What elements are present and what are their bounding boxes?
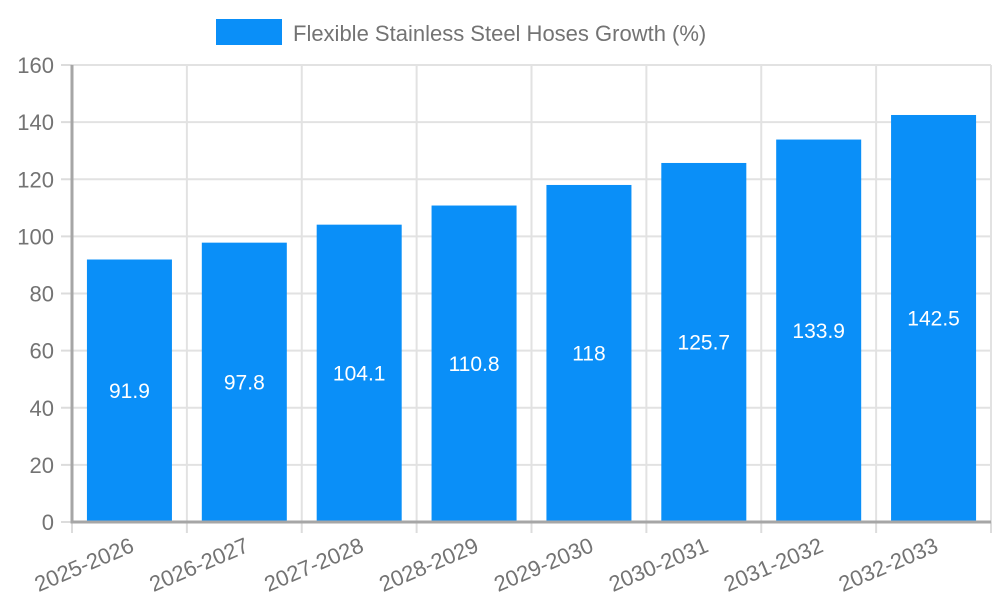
bar-value-label: 118: [572, 342, 605, 365]
bar: [776, 139, 862, 522]
bar: [431, 205, 517, 522]
legend-label: Flexible Stainless Steel Hoses Growth (%…: [293, 21, 706, 46]
bar: [661, 162, 747, 523]
y-tick-label: 160: [17, 53, 54, 78]
bar-value-label: 142.5: [907, 307, 960, 330]
y-tick-label: 0: [42, 510, 54, 535]
bar: [201, 242, 287, 522]
bar-value-label: 104.1: [333, 362, 386, 385]
axes: [70, 65, 991, 524]
bar: [891, 114, 977, 522]
bar: [546, 184, 632, 522]
y-tick-label: 120: [17, 167, 54, 192]
y-tick-label: 40: [30, 396, 54, 421]
x-tick-label: 2031-2032: [720, 533, 827, 597]
y-tick-label: 140: [17, 110, 54, 135]
bar-value-label: 91.9: [109, 380, 150, 403]
bar-value-label: 133.9: [792, 320, 845, 343]
bar-value-label: 97.8: [224, 371, 265, 394]
x-tick-label: 2028-2029: [375, 533, 482, 597]
x-tick-label: 2029-2030: [490, 533, 597, 597]
x-tick-label: 2027-2028: [261, 533, 368, 597]
bar-value-label: 125.7: [678, 331, 731, 354]
y-tick-label: 20: [30, 453, 54, 478]
x-tick-label: 2030-2031: [605, 533, 712, 597]
y-tick-label: 60: [30, 339, 54, 364]
bars: 91.9 97.8 104.1 110.8 118 125.7 133.9 142.5: [86, 114, 977, 523]
y-tick-label: 100: [17, 224, 54, 249]
y-tick-label: 80: [30, 282, 54, 307]
bar-value-label: 110.8: [449, 353, 500, 376]
legend-swatch: [216, 19, 282, 45]
x-tick-label: 2032-2033: [835, 533, 942, 597]
x-tick-label: 2026-2027: [146, 533, 253, 597]
bar: [86, 259, 172, 522]
legend[interactable]: Flexible Stainless Steel Hoses Growth (%…: [216, 19, 706, 46]
bar: [316, 224, 402, 522]
x-tick-label: 2025-2026: [31, 533, 138, 597]
